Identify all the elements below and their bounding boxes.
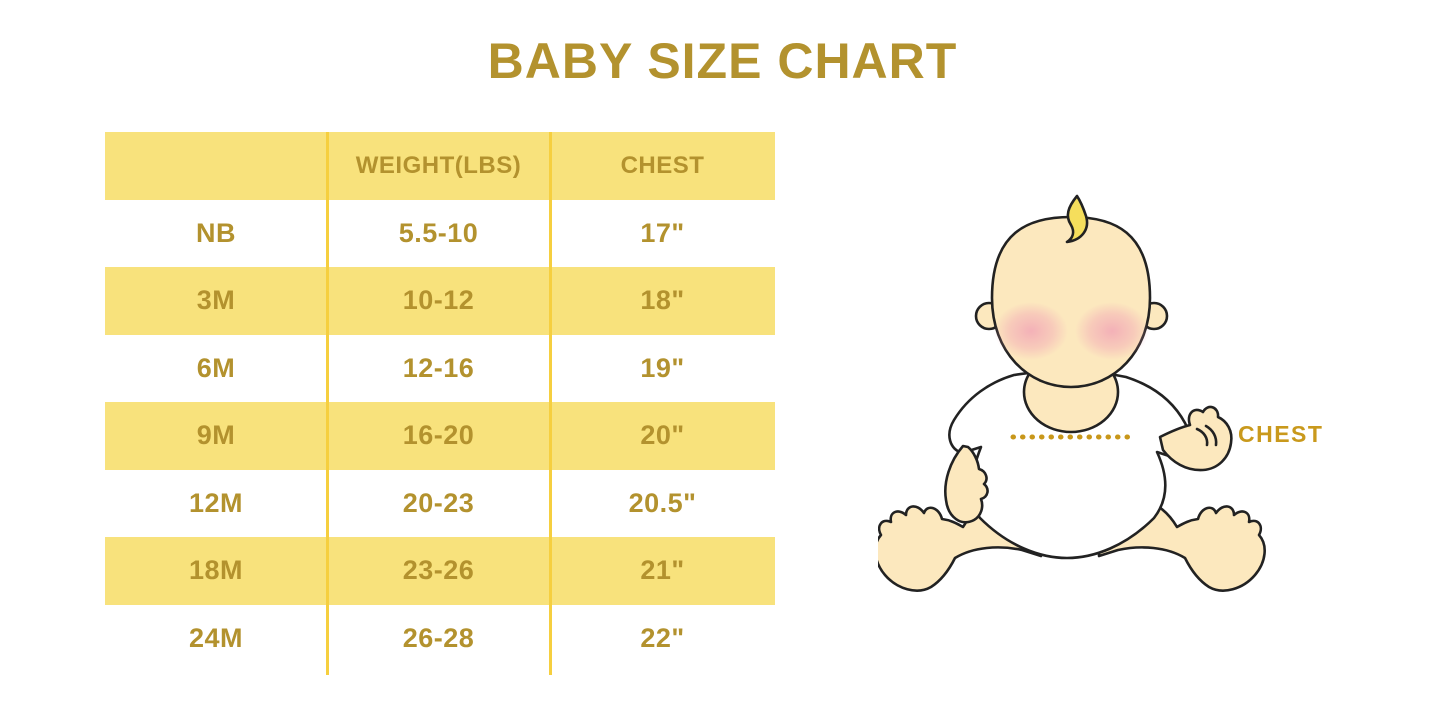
weight-cell: 20-23 bbox=[402, 487, 475, 518]
baby-blush-right bbox=[1075, 302, 1149, 360]
weight-cell: 26-28 bbox=[402, 622, 475, 653]
header-cell-size bbox=[105, 132, 327, 200]
size-table: WEIGHT(LBS) CHEST NB 5.5-10 17" 3M 10-12… bbox=[105, 132, 775, 675]
chest-cell: 21" bbox=[640, 555, 685, 586]
baby-arm-left bbox=[944, 444, 989, 524]
baby-svg bbox=[874, 194, 1266, 592]
table-row-3m: 3M 10-12 18" bbox=[105, 267, 775, 335]
weight-cell: 12-16 bbox=[402, 352, 475, 383]
chest-cell: 22" bbox=[640, 622, 685, 653]
chest-cell: 20" bbox=[640, 420, 685, 451]
baby-arm-right bbox=[1158, 405, 1233, 472]
chest-cell: 19" bbox=[640, 352, 685, 383]
size-cell: 3M bbox=[196, 285, 236, 316]
chest-cell: 20.5" bbox=[628, 487, 697, 518]
baby-fist-fingers bbox=[1195, 424, 1218, 447]
size-cell: 24M bbox=[188, 622, 244, 653]
baby-hair-curl bbox=[1065, 194, 1089, 244]
baby-blush-left bbox=[994, 302, 1068, 360]
chest-measurement-label: CHEST bbox=[1238, 421, 1324, 447]
column-divider-2 bbox=[549, 132, 552, 675]
weight-cell: 16-20 bbox=[402, 420, 475, 451]
header-cell-chest: CHEST bbox=[620, 151, 705, 179]
table-row-9m: 9M 16-20 20" bbox=[105, 402, 775, 470]
page-title: BABY SIZE CHART bbox=[487, 33, 958, 89]
size-cell: NB bbox=[196, 217, 236, 248]
table-row-6m: 6M 12-16 19" bbox=[105, 334, 775, 402]
weight-cell: 5.5-10 bbox=[398, 217, 479, 248]
size-cell: 18M bbox=[188, 555, 244, 586]
size-cell: 6M bbox=[196, 352, 236, 383]
header-cell-weight: WEIGHT(LBS) bbox=[355, 151, 522, 179]
baby-body-onesie bbox=[948, 369, 1191, 560]
table-row-nb: NB 5.5-10 17" bbox=[105, 199, 775, 267]
size-cell: 9M bbox=[196, 420, 236, 451]
column-divider-1 bbox=[326, 132, 329, 675]
table-row-24m: 24M 26-28 22" bbox=[105, 604, 775, 672]
chest-cell: 18" bbox=[640, 285, 685, 316]
table-row-18m: 18M 23-26 21" bbox=[105, 537, 775, 605]
chest-cell: 17" bbox=[640, 217, 685, 248]
table-header-row: WEIGHT(LBS) CHEST bbox=[105, 132, 775, 200]
weight-cell: 23-26 bbox=[402, 555, 475, 586]
size-cell: 12M bbox=[188, 487, 244, 518]
weight-cell: 10-12 bbox=[402, 285, 475, 316]
table-row-12m: 12M 20-23 20.5" bbox=[105, 469, 775, 537]
baby-illustration bbox=[874, 190, 1353, 655]
